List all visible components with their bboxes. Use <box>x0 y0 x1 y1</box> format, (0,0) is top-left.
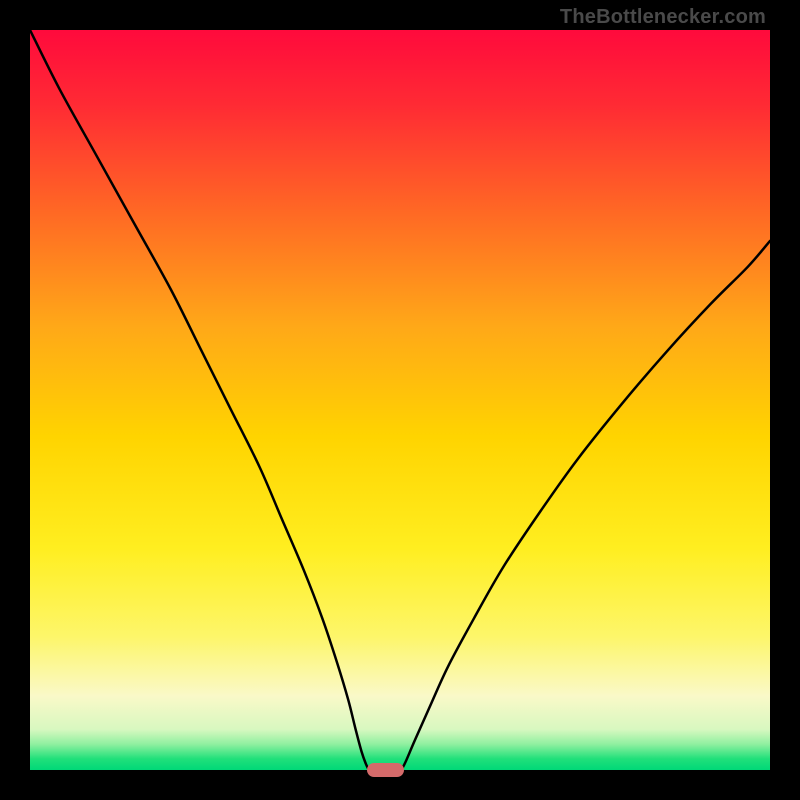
curve-left <box>30 30 369 770</box>
chart-frame: TheBottlenecker.com <box>0 0 800 800</box>
plot-area <box>30 30 770 770</box>
watermark-text: TheBottlenecker.com <box>560 6 766 29</box>
bottleneck-marker <box>367 763 404 777</box>
curves-layer <box>30 30 770 770</box>
curve-right <box>401 241 770 770</box>
